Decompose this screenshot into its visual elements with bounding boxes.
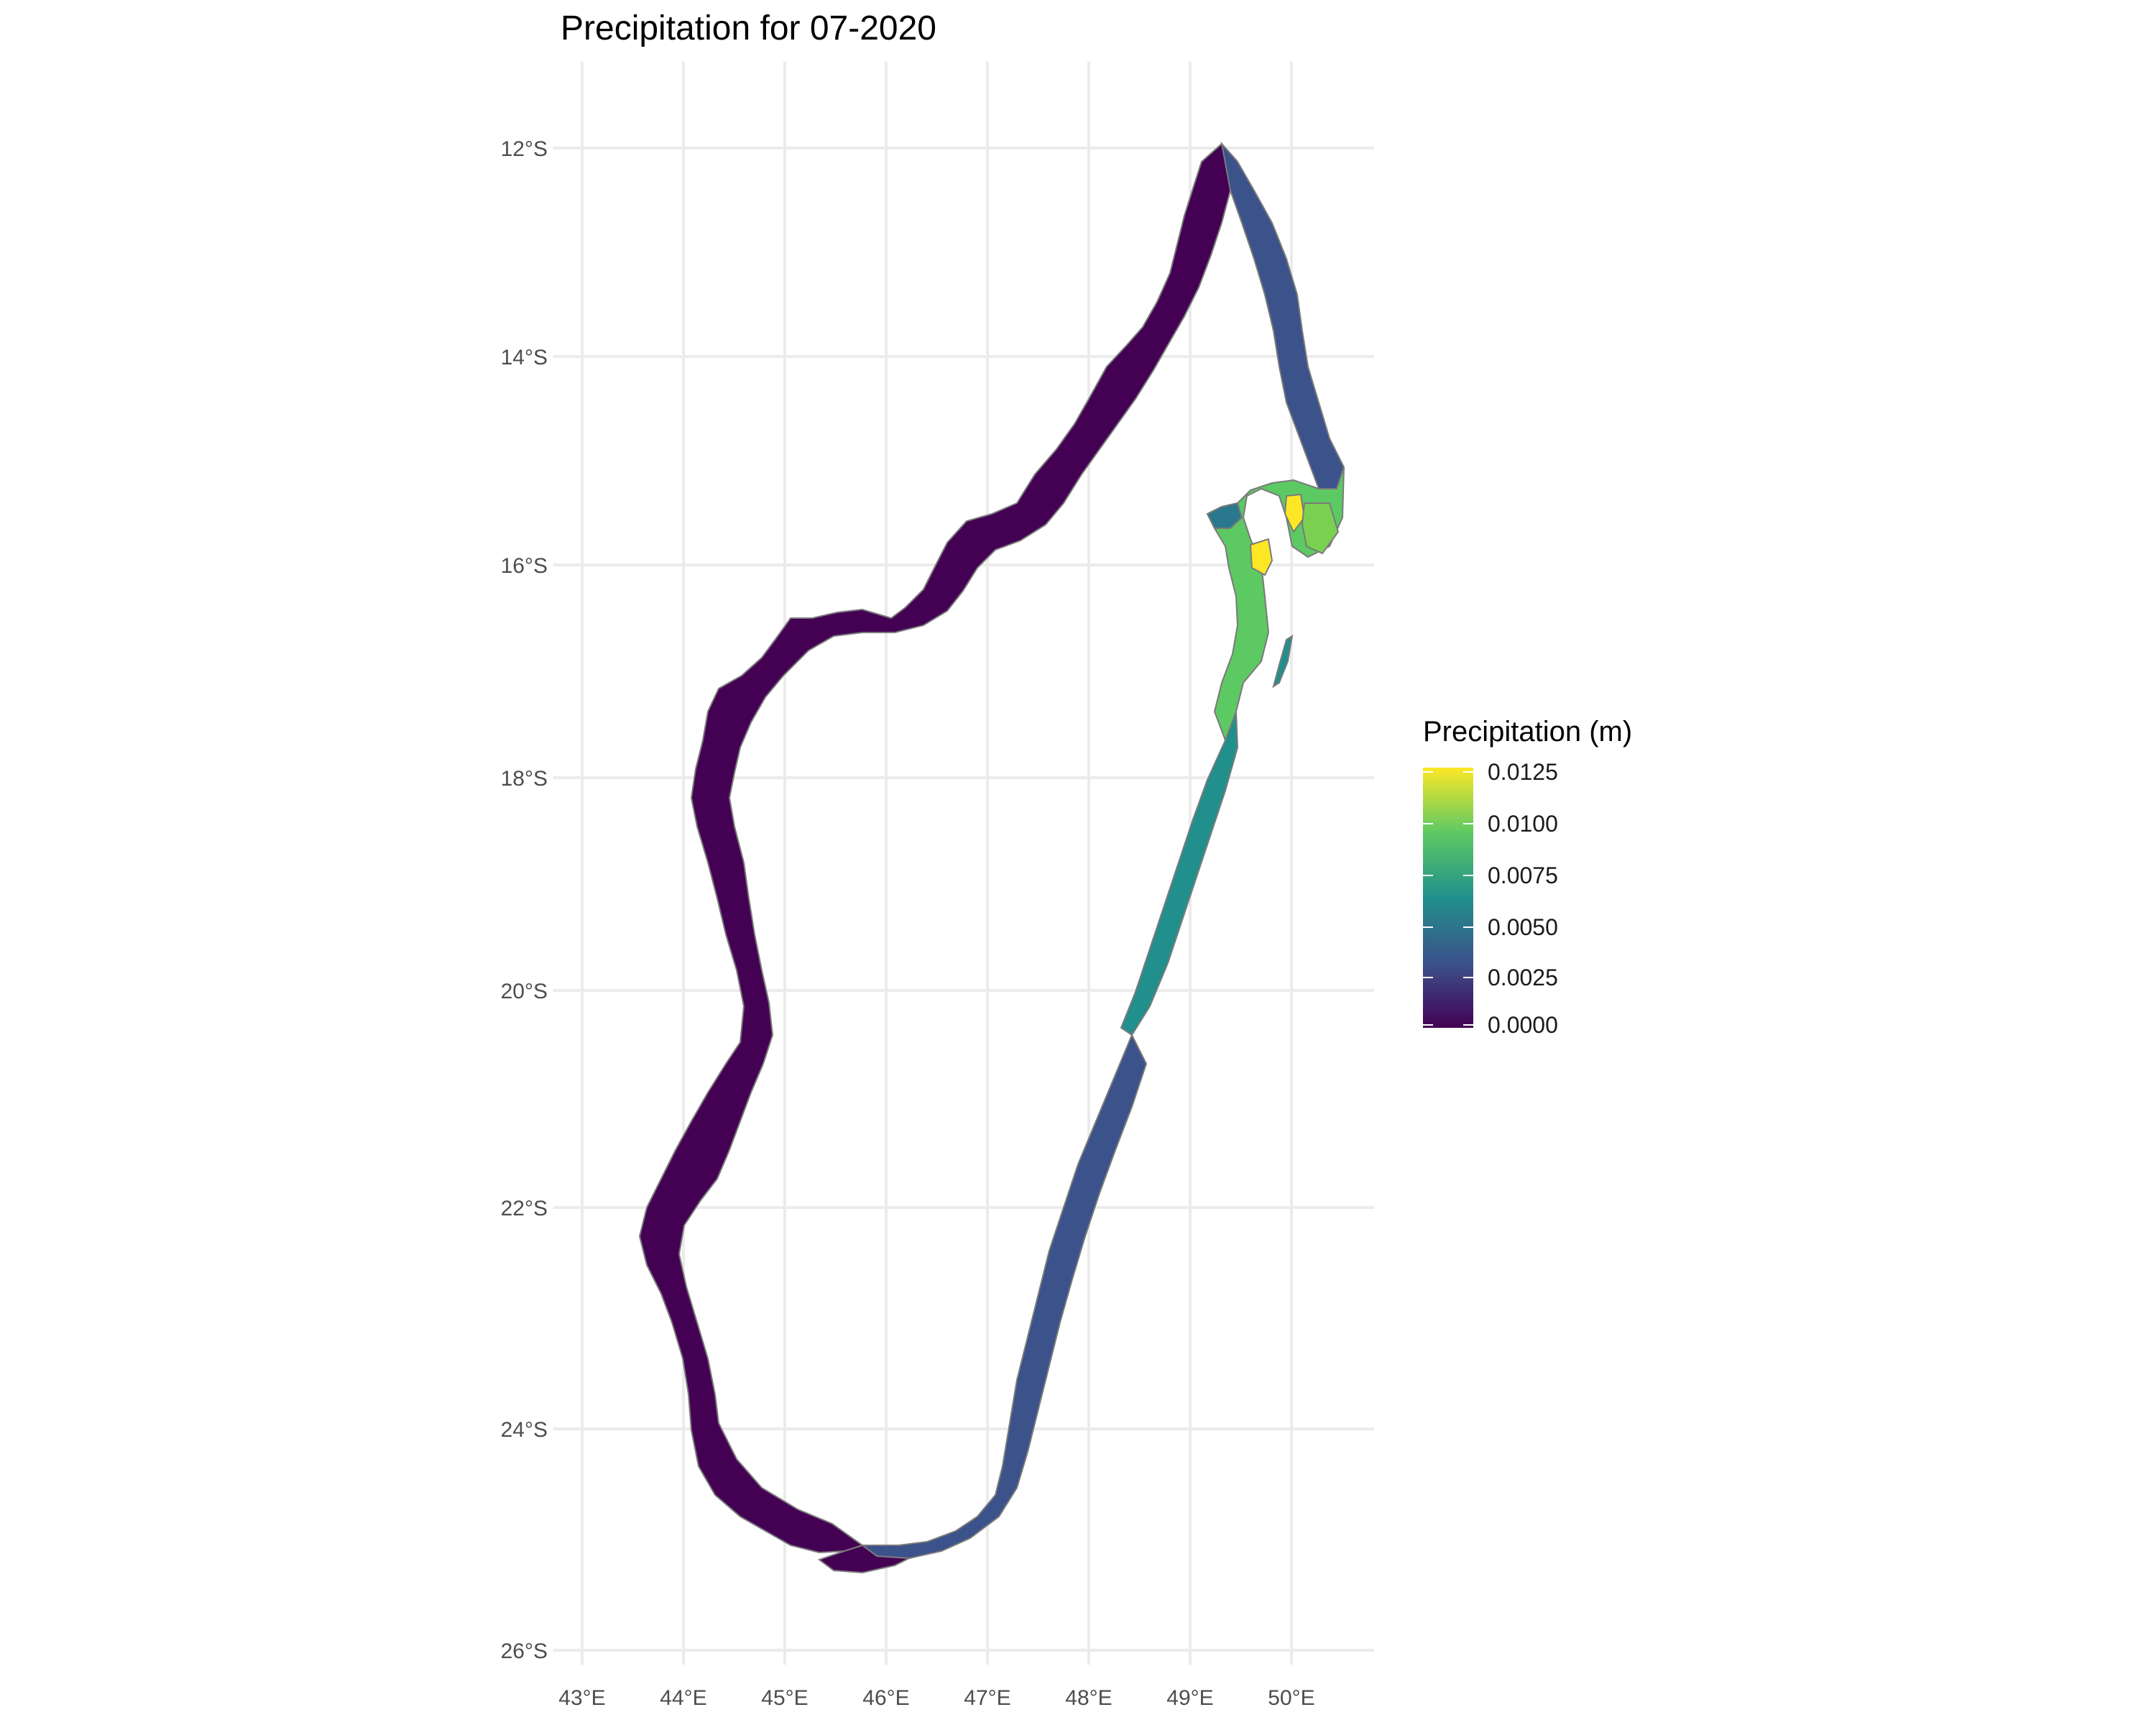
y-tick-label: 12°S <box>501 137 548 161</box>
region-central-east-coast <box>1120 711 1239 1036</box>
y-tick-label: 18°S <box>501 767 548 791</box>
madagascar-coastal-districts <box>638 141 1345 1574</box>
region-southeast-coast <box>860 1033 1148 1560</box>
region-south-coast <box>817 1544 912 1574</box>
y-tick-label: 26°S <box>501 1639 548 1663</box>
x-tick-label: 46°E <box>862 1686 909 1710</box>
legend-label: 0.0050 <box>1488 914 1558 940</box>
x-axis-labels: 43°E 44°E 45°E 46°E 47°E 48°E 49°E 50°E <box>558 1686 1314 1710</box>
x-tick-label: 50°E <box>1268 1686 1314 1710</box>
y-tick-label: 14°S <box>501 346 548 369</box>
y-tick-label: 16°S <box>501 554 548 578</box>
legend-label: 0.0100 <box>1488 811 1558 837</box>
legend-label: 0.0125 <box>1488 759 1558 785</box>
x-tick-label: 47°E <box>964 1686 1010 1710</box>
x-tick-label: 45°E <box>761 1686 808 1710</box>
x-tick-label: 44°E <box>660 1686 706 1710</box>
region-antongil-east <box>1301 502 1340 555</box>
region-sainte-marie-island <box>1272 634 1294 689</box>
region-antongil-peak <box>1249 538 1273 576</box>
legend-label: 0.0025 <box>1488 965 1558 990</box>
y-axis-labels: 12°S 14°S 16°S 18°S 20°S 22°S 24°S 26°S <box>501 137 548 1663</box>
legend-title: Precipitation (m) <box>1423 716 1633 748</box>
legend-labels: 0.0125 0.0100 0.0075 0.0050 0.0025 0.000… <box>1488 759 1558 1038</box>
legend-label: 0.0075 <box>1488 862 1558 888</box>
page-title: Precipitation for 07-2020 <box>561 9 936 47</box>
legend-label: 0.0000 <box>1488 1012 1558 1038</box>
y-tick-label: 22°S <box>501 1197 548 1220</box>
y-tick-label: 24°S <box>501 1418 548 1442</box>
region-west-north-coast <box>638 142 1239 1554</box>
region-northeast-coast <box>1220 141 1345 489</box>
x-tick-label: 43°E <box>558 1686 605 1710</box>
x-tick-label: 48°E <box>1065 1686 1112 1710</box>
legend-colorbar <box>1423 768 1473 1028</box>
region-antongil-west <box>1206 502 1243 529</box>
legend-ticks <box>1423 771 1473 1026</box>
region-antongil-peak <box>1284 493 1306 533</box>
y-tick-label: 20°S <box>501 980 548 1003</box>
graticule <box>553 62 1374 1665</box>
x-tick-label: 49°E <box>1166 1686 1213 1710</box>
